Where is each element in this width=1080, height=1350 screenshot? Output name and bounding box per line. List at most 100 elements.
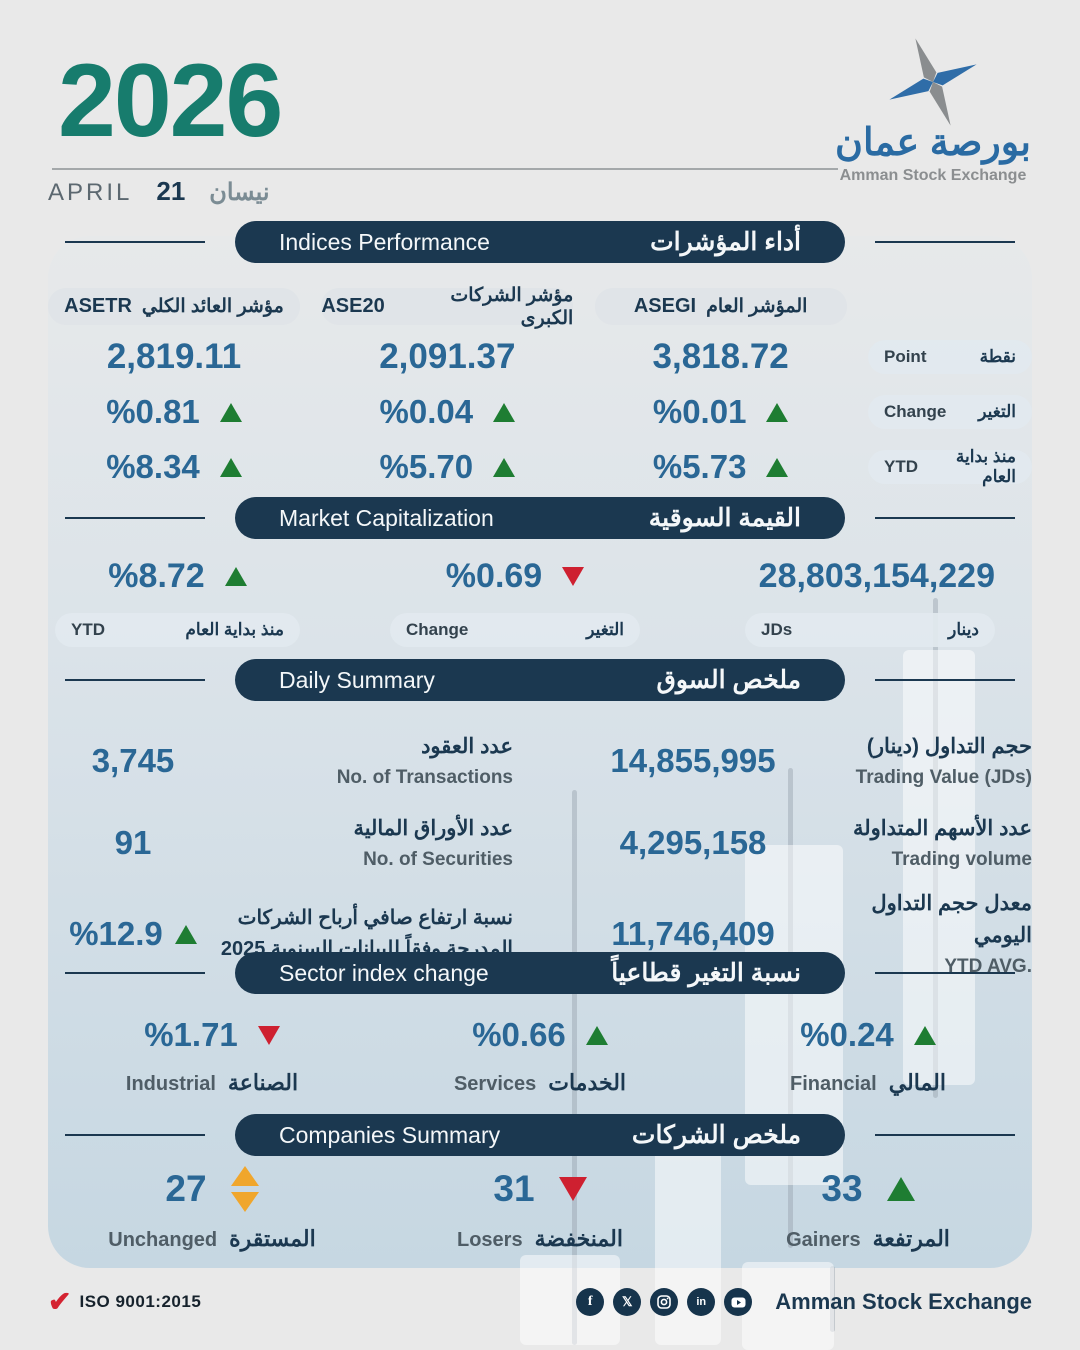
row-label-point: Point نقطة [867,340,1032,374]
label-ar: منذ بداية العام [185,620,284,639]
down-arrow-icon [562,566,585,586]
instagram-icon[interactable] [650,1288,679,1316]
section-title-ar: نسبة التغير قطاعياً [611,959,801,987]
section-title-ar: ملخص الشركات [631,1121,801,1149]
asegi-ytd: %5.73 [652,448,747,485]
up-arrow-icon [219,402,242,422]
indices-table: ASETR مؤشر العائد الكلي ASE20 مؤشر الشرك… [48,285,1032,490]
asegi-point: 3,818.72 [652,337,789,376]
footer-brand: Amman Stock Exchange [775,1289,1032,1314]
sector-block: %1.71 %0.66 %0.24 Industrial الصناعة Ser… [48,1016,1032,1096]
section-header-daily-summary: Daily Summary ملخص السوق [0,659,1080,701]
date-row: APRIL 21 نيسان [48,176,270,207]
section-line-left [65,517,205,519]
section-title-ar: أداء المؤشرات [650,228,801,256]
up-arrow-icon [174,924,197,944]
section-title-ar: القيمة السوقية [648,504,801,532]
securities-value: 91 [114,824,152,861]
transactions-value: 3,745 [91,742,175,779]
iso-badge: ✔ ISO 9001:2015 [48,1288,201,1316]
up-arrow-icon [219,457,242,477]
logo-name-english: Amman Stock Exchange [839,167,1027,184]
label-jds: JDs دينار [745,613,995,647]
label-ytd: YTD منذ بداية العام [55,613,300,647]
footer: ✔ ISO 9001:2015 f 𝕏 in Amman Stock Excha… [48,1288,1032,1316]
up-arrow-icon [913,1025,936,1045]
losers-count: 31 [493,1168,535,1209]
section-line-right [875,972,1015,974]
financial-change: %0.24 [800,1016,894,1053]
row-label-ar: التغير [978,402,1016,421]
row-label-ar: نقطة [979,347,1016,366]
asetr-ytd: %8.34 [106,448,200,485]
asegi-change: %0.01 [652,393,747,430]
trading-volume-label-ar: عدد الأسهم المتداولة [852,816,1032,840]
securities-label-ar: عدد الأوراق المالية [353,816,513,840]
section-header-sector: Sector index change نسبة التغير قطاعياً [0,952,1080,994]
x-twitter-icon[interactable]: 𝕏 [613,1288,642,1316]
sector-label-ar: الخدمات [548,1070,627,1095]
youtube-icon[interactable] [724,1288,753,1316]
gainers-count: 33 [821,1168,863,1209]
market-cap-block: %8.72 YTD منذ بداية العام %0.69 Change ا… [48,552,1032,647]
sector-label-ar: المالي [888,1070,946,1095]
sector-label-en: Services [453,1073,537,1095]
ase20-point: 2,091.37 [379,337,516,376]
day-number: 21 [156,176,186,206]
companies-label-en: Losers [457,1229,523,1251]
section-line-left [65,241,205,243]
industrial-label: Industrial الصناعة [126,1070,298,1096]
section-line-left [65,1134,205,1136]
ase-logo: بورصة عمان Amman Stock Exchange [828,34,1038,185]
trading-value-label-en: Trading Value (JDs) [855,766,1032,788]
section-title-ar: ملخص السوق [656,666,801,694]
transactions-label-ar: عدد العقود [421,734,513,758]
financial-label: Financial المالي [790,1070,946,1096]
header-divider [52,168,838,170]
section-title-en: Indices Performance [279,228,490,255]
daily-row-transactions: 3,745 عدد العقود No. of Transactions 14,… [48,720,1032,802]
transactions-label-en: No. of Transactions [336,766,513,788]
securities-label-en: No. of Securities [363,848,513,870]
social-links: f 𝕏 in Amman Stock Exchange [576,1288,1032,1316]
up-arrow-icon [766,402,789,422]
label-change: Change التغير [390,613,640,647]
market-cap-change: %0.69 [445,556,543,595]
section-line-left [65,679,205,681]
industrial-change: %1.71 [144,1016,238,1053]
companies-label-ar: المنخفضة [534,1226,623,1251]
market-cap-total: 28,803,154,229 [758,557,995,595]
index-code: ASEGI [633,295,697,317]
daily-summary-block: 3,745 عدد العقود No. of Transactions 14,… [48,720,1032,984]
sector-label-en: Industrial [125,1073,216,1095]
section-pill: Companies Summary ملخص الشركات [235,1114,845,1156]
gainers-label: Gainers المرتفعة [786,1226,950,1252]
section-header-indices: Indices Performance أداء المؤشرات [0,221,1080,263]
index-code: ASE20 [321,295,385,317]
trading-value: 14,855,995 [610,742,776,779]
checkmark-icon: ✔ [48,1286,72,1317]
candlestick-wick [572,790,577,1345]
section-line-right [875,517,1015,519]
index-code: ASETR [64,295,132,317]
label-en: YTD [71,620,105,639]
section-title-en: Daily Summary [279,666,435,693]
index-name-arabic: المؤشر العام [706,296,808,317]
trading-volume-label-en: Trading volume [891,848,1032,870]
ase20-change: %0.04 [379,393,474,430]
losers-label: Losers المنخفضة [457,1226,623,1252]
profit-rise-label-ar-line1: نسبة ارتفاع صافي أرباح الشركات [237,907,513,929]
row-label-en: Change [883,402,947,421]
section-header-market-cap: Market Capitalization القيمة السوقية [0,497,1080,539]
facebook-icon[interactable]: f [576,1288,605,1316]
down-arrow-icon [558,1177,587,1201]
month-english: APRIL [48,179,133,206]
linkedin-icon[interactable]: in [687,1288,716,1316]
year-title: 2026 [58,43,283,159]
unchanged-label: Unchanged المستقرة [108,1226,316,1252]
market-cap-ytd: %8.72 [108,556,205,595]
up-arrow-icon [766,457,789,477]
daily-row-securities: 91 عدد الأوراق المالية No. of Securities… [48,802,1032,884]
ytd-avg-label-en: YTD AVG. [944,955,1032,977]
down-arrow-icon [257,1025,280,1045]
